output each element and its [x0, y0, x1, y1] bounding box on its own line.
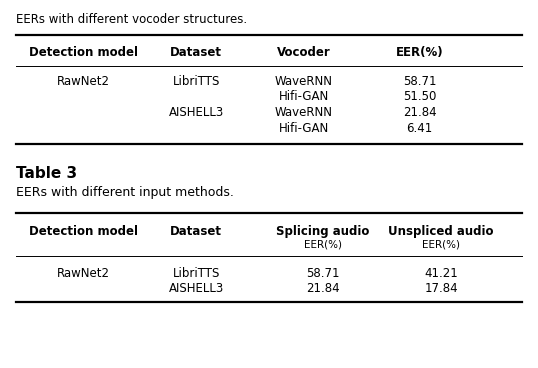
- Text: Hifi-GAN: Hifi-GAN: [279, 90, 329, 103]
- Text: 21.84: 21.84: [403, 106, 436, 119]
- Text: EERs with different input methods.: EERs with different input methods.: [16, 186, 234, 199]
- Text: EER(%): EER(%): [422, 240, 460, 250]
- Text: 41.21: 41.21: [424, 267, 458, 280]
- Text: 58.71: 58.71: [306, 267, 339, 280]
- Text: LibriTTS: LibriTTS: [173, 75, 220, 88]
- Text: WaveRNN: WaveRNN: [275, 106, 333, 119]
- Text: Vocoder: Vocoder: [277, 46, 331, 59]
- Text: 21.84: 21.84: [306, 282, 339, 296]
- Text: 51.50: 51.50: [403, 90, 436, 103]
- Text: 17.84: 17.84: [424, 282, 458, 296]
- Text: Splicing audio: Splicing audio: [276, 224, 370, 238]
- Text: Detection model: Detection model: [29, 46, 138, 59]
- Text: Hifi-GAN: Hifi-GAN: [279, 121, 329, 135]
- Text: Unspliced audio: Unspliced audio: [388, 224, 494, 238]
- Text: RawNet2: RawNet2: [57, 75, 110, 88]
- Text: Detection model: Detection model: [29, 224, 138, 238]
- Text: 6.41: 6.41: [407, 121, 433, 135]
- Text: Dataset: Dataset: [171, 224, 222, 238]
- Text: Dataset: Dataset: [171, 46, 222, 59]
- Text: EERs with different vocoder structures.: EERs with different vocoder structures.: [16, 13, 247, 26]
- Text: 58.71: 58.71: [403, 75, 436, 88]
- Text: AISHELL3: AISHELL3: [169, 106, 224, 119]
- Text: EER(%): EER(%): [304, 240, 342, 250]
- Text: WaveRNN: WaveRNN: [275, 75, 333, 88]
- Text: AISHELL3: AISHELL3: [169, 282, 224, 296]
- Text: RawNet2: RawNet2: [57, 267, 110, 280]
- Text: Table 3: Table 3: [16, 166, 77, 181]
- Text: LibriTTS: LibriTTS: [173, 267, 220, 280]
- Text: EER(%): EER(%): [396, 46, 443, 59]
